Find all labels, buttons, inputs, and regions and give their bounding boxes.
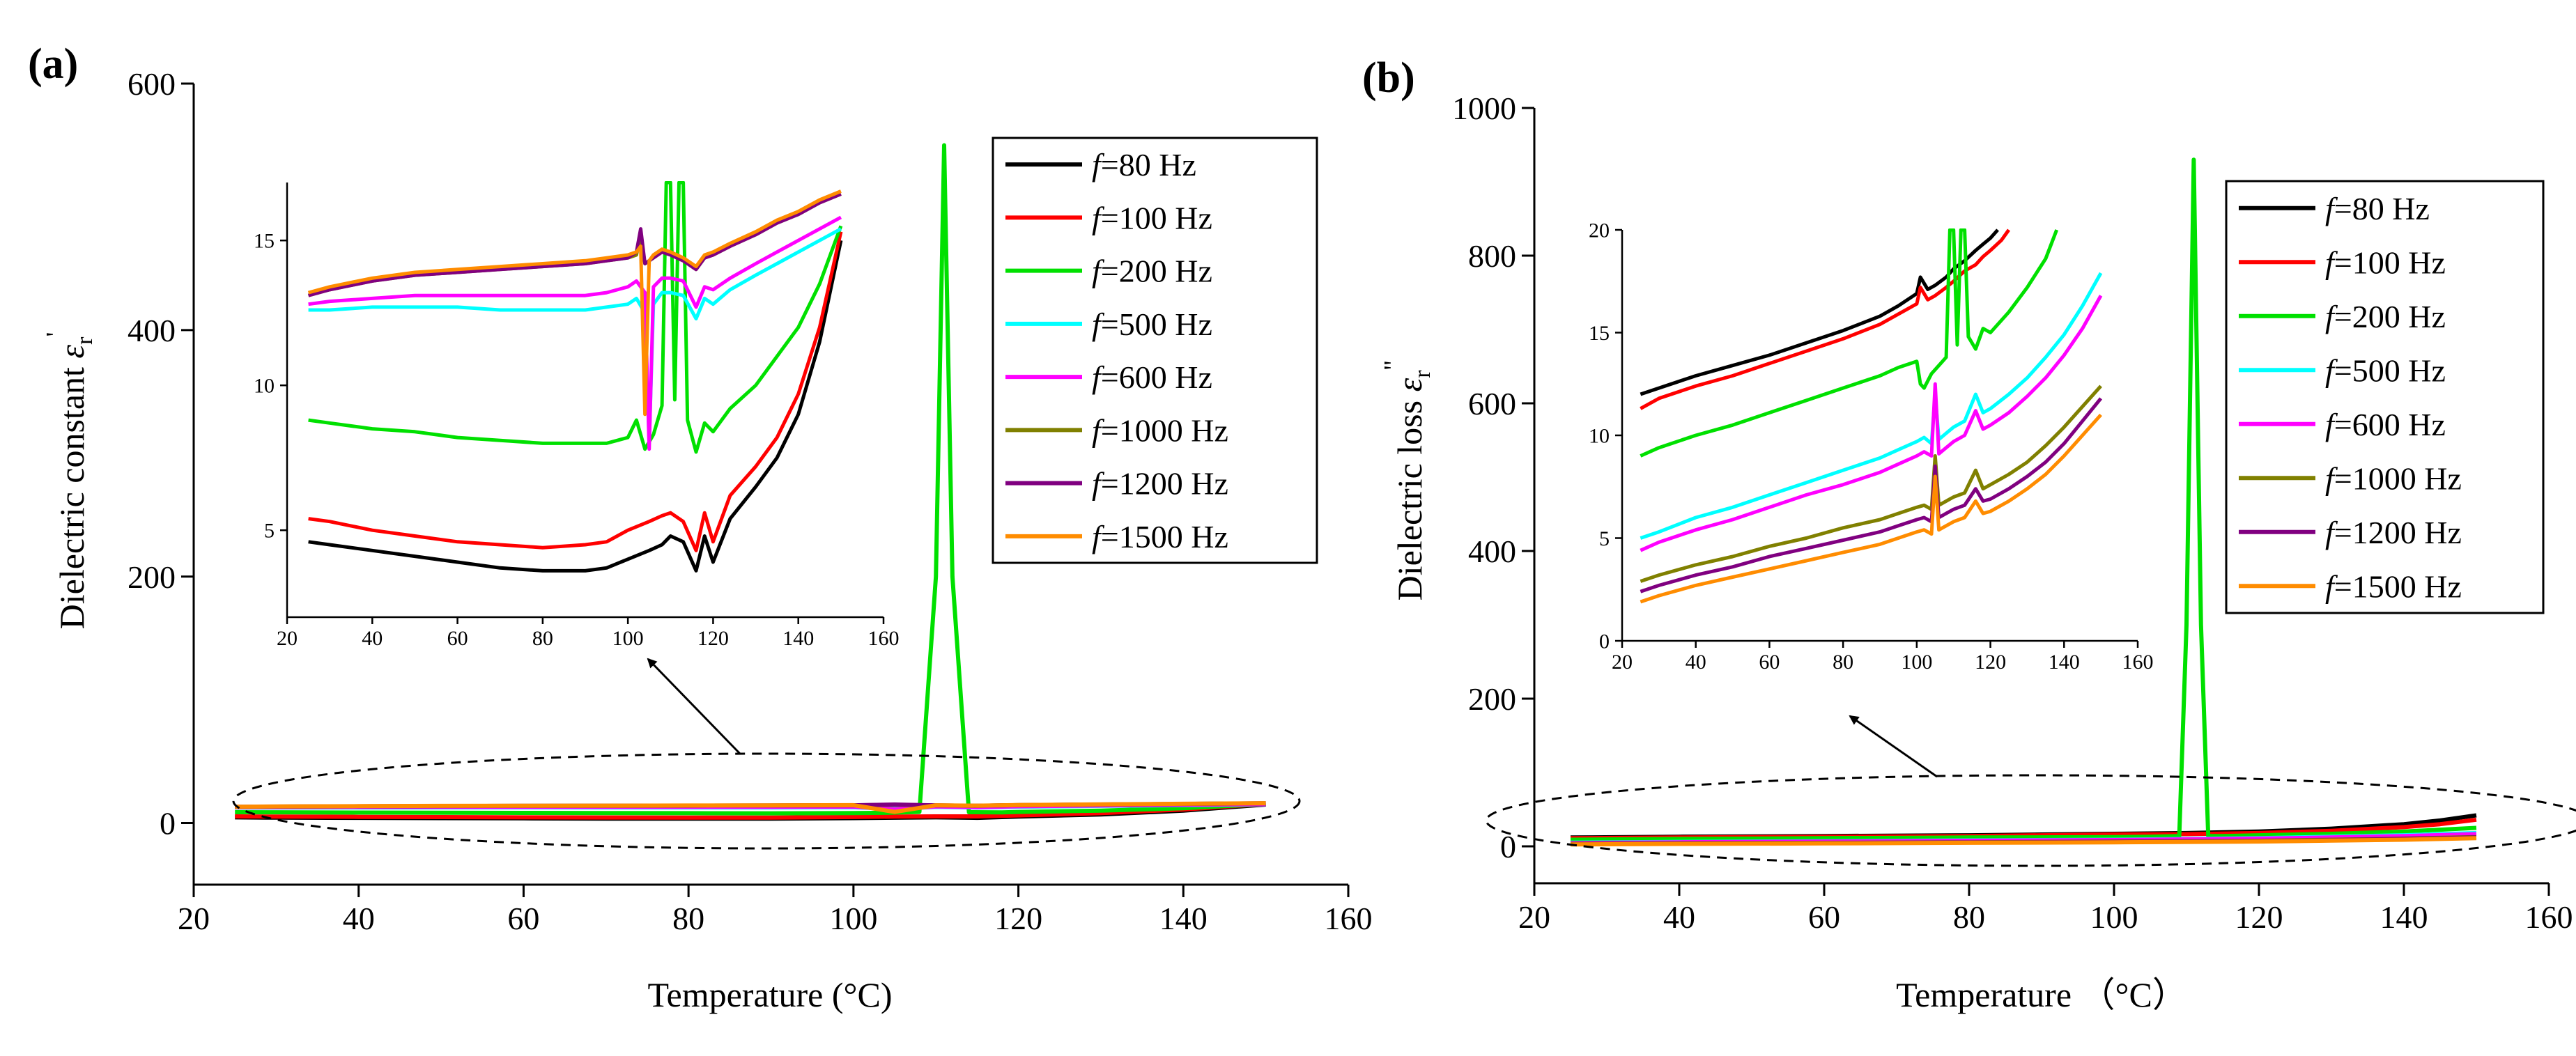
panel-b-y-axis-label: Dielectric loss εr''	[1379, 361, 1435, 601]
panel-b-main-y-tick-label: 400	[1468, 534, 1516, 569]
panel-b-inset-x-tick-label: 40	[1686, 651, 1706, 674]
panel-b-legend-label: f=1200 Hz	[2325, 515, 2462, 550]
panel-b-inset-y-tick-label: 0	[1599, 630, 1610, 653]
panel-b-inset-x-tick-label: 120	[1975, 651, 2006, 674]
panel-a-legend: f=80 Hz f=100 Hz f=200 Hz f=500 Hz f=600 Hz f…	[993, 138, 1317, 563]
panel-a-main-x-tick-label: 160	[1325, 901, 1373, 936]
panel-a-inset-y-tick-label: 15	[254, 230, 275, 253]
panel-a-legend-label: f=80 Hz	[1092, 147, 1196, 183]
panel-a-main-y-tick-label: 400	[128, 313, 176, 348]
panel-a-legend-label: f=100 Hz	[1092, 200, 1212, 235]
panel-b-legend-label: f=600 Hz	[2325, 407, 2446, 442]
panel-b-inset-y-tick-label: 5	[1599, 527, 1610, 550]
panel-b-y-axis-label-symbol: ε	[1390, 378, 1429, 391]
panel-a-inset-x-tick-label: 120	[697, 627, 729, 650]
panel-b-inset-arrow	[1850, 716, 1937, 777]
panel-b-inset-x-tick-label: 80	[1833, 651, 1853, 674]
panel-a-inset-x-tick-label: 160	[868, 627, 900, 650]
panel-a-legend-label: f=1200 Hz	[1092, 466, 1228, 502]
panel-a-y-axis-label-symbol: ε	[52, 345, 91, 359]
panel-b-main-y-tick-label: 600	[1468, 386, 1516, 421]
panel-a-legend-label: f=200 Hz	[1092, 254, 1212, 289]
panel-b-main-y-tick-label: 1000	[1452, 91, 1516, 126]
panel-a-x-axis-label: Temperature (°C)	[647, 975, 892, 1014]
panel-a-inset-arrow	[648, 659, 740, 754]
panel-b-inset-y-tick-label: 20	[1589, 219, 1610, 242]
panel-b-main-x-tick-label: 120	[2235, 899, 2283, 935]
panel-b-main-x-tick-label: 40	[1663, 899, 1695, 935]
panel-b-legend-label: f=100 Hz	[2325, 244, 2446, 280]
panel-a-inset-x-tick-label: 100	[612, 627, 644, 650]
panel-a-main-x-tick-label: 60	[507, 901, 539, 936]
panel-a-inset-series-group	[287, 183, 884, 617]
panel-a-legend-label: f=500 Hz	[1092, 306, 1212, 342]
panel-b-y-axis-label-prime: ''	[1379, 361, 1408, 371]
panel-b-legend-label: f=500 Hz	[2325, 352, 2446, 388]
panel-a-inset-x-tick-label: 40	[362, 627, 383, 650]
panel-b-main-x-tick-label: 140	[2380, 899, 2428, 935]
panel-a-legend-label: f=1000 Hz	[1092, 412, 1228, 448]
panel-a-y-axis-label-prime: '	[41, 332, 70, 337]
panel-a-main-x-tick-label: 40	[343, 901, 375, 936]
panel-b-inset-x-tick-label: 60	[1759, 651, 1780, 674]
figure: (a) 20 40 60 80 100 120 140 1600200400600 Tempe…	[0, 0, 2576, 1056]
panel-b-legend-label: f=80 Hz	[2325, 191, 2430, 226]
panel-b-label: (b)	[1362, 54, 1415, 102]
panel-a-y-axis-label-text: Dielectric constant	[52, 367, 91, 629]
panel-a-inset-x-tick-label: 20	[277, 627, 298, 650]
panel-a-main-x-tick-label: 100	[829, 901, 877, 936]
panel-b-inset-y-tick-label: 10	[1589, 425, 1610, 448]
panel-a-main-y-tick-label: 200	[128, 559, 176, 595]
panel-b-y-axis-label-subscript: r	[1410, 370, 1435, 378]
panel-a-inset-x-tick-label: 60	[447, 627, 468, 650]
panel-b-main-y-tick-label: 200	[1468, 681, 1516, 717]
panel-b-legend-label: f=1500 Hz	[2325, 568, 2462, 604]
panel-b-inset-x-tick-label: 140	[2049, 651, 2080, 674]
panel-a-chart: (a) 20 40 60 80 100 120 140 160 0 200 400 600 Tempe…	[28, 40, 1373, 1014]
panel-b-inset-x-tick-label: 160	[2122, 651, 2154, 674]
panel-b-main-x-tick-label: 100	[2090, 899, 2138, 935]
panel-b-main-x-tick-label: 80	[1953, 899, 1985, 935]
panel-b-y-axis-label-text: Dielectric loss	[1390, 401, 1429, 600]
panel-b-inset-series-group	[1622, 230, 2138, 641]
panel-b-legend: f=80 Hz f=100 Hz f=200 Hz f=500 Hz f=600 Hz f…	[2226, 181, 2543, 613]
panel-b-legend-label: f=200 Hz	[2325, 299, 2446, 334]
panel-a-main-x-tick-label: 120	[994, 901, 1042, 936]
panel-a-inset-x-tick-label: 140	[782, 627, 814, 650]
panel-b-x-axis-label: Temperature （°C）	[1896, 975, 2187, 1014]
panel-b-inset-x-tick-label: 20	[1612, 651, 1633, 674]
panel-a-main-x-tick-label: 20	[178, 901, 210, 936]
panel-a-main-y-tick-label: 0	[160, 806, 176, 841]
panel-b-highlight-ellipse	[1486, 775, 2576, 866]
panel-a-main-x-tick-label: 140	[1159, 901, 1208, 936]
panel-a-main-x-tick-label: 80	[672, 901, 704, 936]
panel-b-main-x-tick-label: 60	[1808, 899, 1840, 935]
panel-a-main-y-tick-label: 600	[128, 66, 176, 102]
panel-a-legend-label: f=600 Hz	[1092, 359, 1212, 395]
panel-a-inset-x-tick-label: 80	[532, 627, 553, 650]
panel-b-legend-label: f=1000 Hz	[2325, 460, 2462, 496]
panel-a-label: (a)	[28, 40, 78, 88]
panel-b-inset-y-tick-label: 15	[1589, 322, 1610, 345]
panel-b-chart: (b) 20 40 60 80 100 120 140 1600200400600800100…	[1362, 54, 2576, 1014]
panel-a-y-axis-label-subscript: r	[72, 336, 98, 345]
panel-a-inset-y-tick-label: 5	[264, 520, 275, 543]
panel-a-inset-y-tick-label: 10	[254, 375, 275, 398]
panel-b-inset-x-tick-label: 100	[1901, 651, 1932, 674]
panel-a-legend-label: f=1500 Hz	[1092, 519, 1228, 554]
panel-b-main-y-tick-label: 800	[1468, 238, 1516, 274]
panel-a-y-axis-label: Dielectric constant εr'	[41, 332, 98, 630]
panel-a-highlight-ellipse	[233, 754, 1299, 848]
panel-b-main-x-tick-label: 160	[2525, 899, 2573, 935]
panel-b-main-y-tick-label: 0	[1500, 829, 1516, 864]
panel-b-main-x-tick-label: 20	[1518, 899, 1550, 935]
